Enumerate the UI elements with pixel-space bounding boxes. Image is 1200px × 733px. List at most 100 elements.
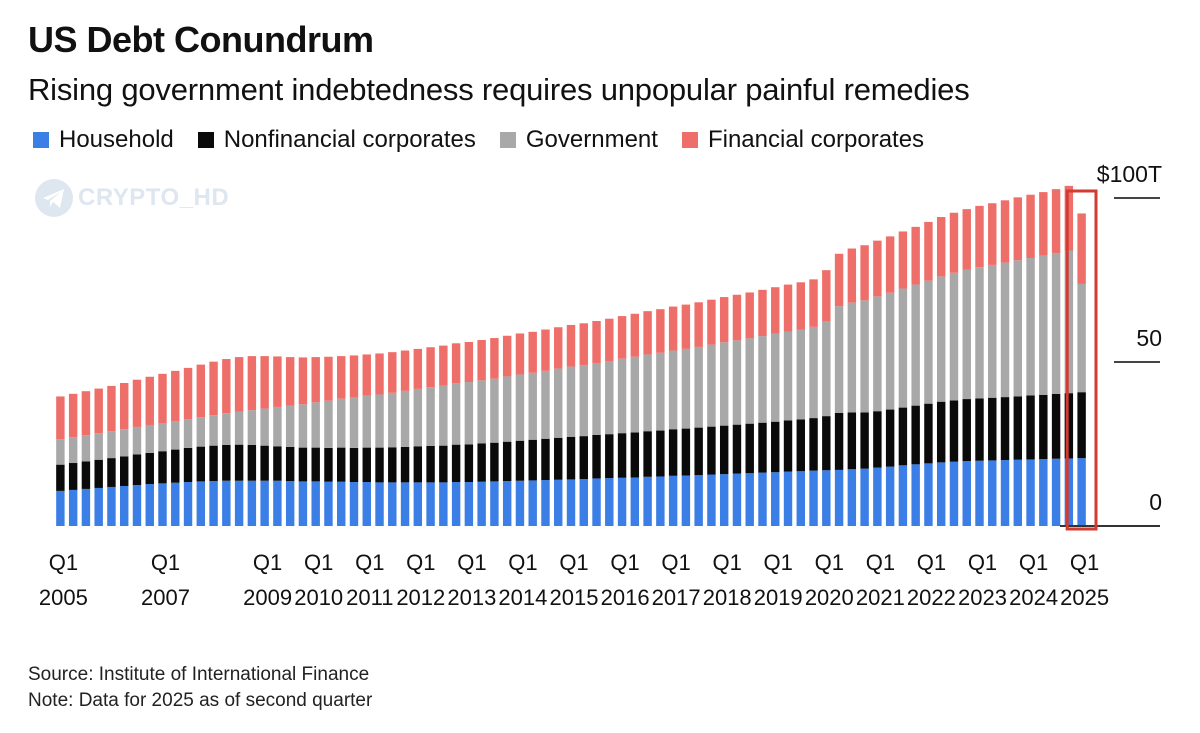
bar-government (94, 433, 103, 460)
y-tick-label: 50 (1136, 325, 1162, 351)
bar-household (464, 482, 474, 526)
x-tick-year-label: 2009 (243, 585, 292, 610)
bar-government (554, 368, 563, 438)
bar-financial (822, 270, 831, 321)
bar-government (949, 272, 959, 401)
bar-nonfinancial (196, 446, 206, 482)
bar-nonfinancial (56, 464, 65, 491)
x-tick-year-label: 2010 (294, 585, 343, 610)
bar-household (107, 486, 116, 526)
bar-nonfinancial (171, 449, 180, 483)
source-note: Source: Institute of International Finan… (28, 664, 370, 685)
bar-government (566, 366, 576, 437)
bar-financial (426, 347, 435, 388)
bar-government (464, 382, 474, 445)
bar-government (311, 402, 320, 448)
bar-nonfinancial (260, 445, 269, 481)
bar-nonfinancial (924, 403, 933, 464)
bar-household (617, 477, 627, 526)
bar-financial (158, 373, 167, 424)
bar-government (388, 392, 397, 448)
bar-household (94, 487, 103, 526)
bar-nonfinancial (566, 436, 576, 480)
data-note: Note: Data for 2025 as of second quarter (28, 690, 373, 711)
chart-title: US Debt Conundrum (28, 19, 374, 60)
bar-financial (273, 356, 282, 407)
telegram-icon (35, 179, 73, 217)
bar-household (337, 481, 346, 526)
bar-financial (439, 345, 448, 386)
bar-government (898, 288, 908, 408)
bar-household (719, 474, 729, 526)
bar-government (1000, 262, 1010, 398)
bar-nonfinancial (592, 434, 601, 479)
bar-financial (605, 318, 614, 362)
bar-nonfinancial (834, 412, 844, 470)
x-axis: Q1 2005 Q1 2007 Q1 2009 Q1 2010 Q1 2011 Q1 2012 Q1 20… (39, 550, 1109, 610)
bar-nonfinancial (1077, 392, 1086, 459)
bar-household (605, 478, 614, 526)
bar-household (362, 482, 371, 526)
x-tick-quarter-label: Q1 (713, 550, 742, 575)
bar-nonfinancial (515, 440, 525, 481)
bar-financial (1013, 197, 1023, 261)
bar-household (234, 480, 244, 526)
bar-household (643, 476, 652, 526)
bar-financial (860, 245, 869, 301)
legend-swatch-nonfinancial (197, 131, 214, 148)
bar-nonfinancial (885, 409, 895, 467)
bar-government (643, 354, 652, 432)
bar-household (490, 481, 499, 526)
bar-financial (694, 302, 703, 347)
bar-government (1026, 258, 1035, 396)
bar-nonfinancial (860, 412, 869, 469)
bar-household (822, 470, 831, 526)
bar-financial (81, 391, 91, 436)
x-tick-year-label: 2025 (1060, 585, 1109, 610)
bar-financial (898, 231, 908, 289)
bar-government (694, 346, 703, 428)
x-tick-quarter-label: Q1 (253, 550, 282, 575)
bar-financial (451, 343, 461, 384)
bar-nonfinancial (426, 445, 435, 483)
bar-financial (911, 226, 920, 285)
bar-nonfinancial (439, 445, 448, 483)
x-tick-quarter-label: Q1 (815, 550, 844, 575)
bar-government (707, 344, 716, 427)
bar-financial (234, 357, 244, 412)
x-tick-year-label: 2022 (907, 585, 956, 610)
x-tick-year-label: 2014 (498, 585, 547, 610)
bar-financial (962, 209, 971, 270)
bar-household (81, 488, 91, 526)
bar-financial (1077, 213, 1086, 284)
bar-government (1064, 250, 1074, 394)
x-tick-quarter-label: Q1 (1070, 550, 1099, 575)
bar-government (426, 387, 435, 446)
bar-nonfinancial (349, 447, 359, 483)
bar-household (847, 469, 857, 526)
bar-financial (783, 284, 793, 332)
bar-financial (1051, 189, 1061, 254)
bar-household (668, 475, 678, 526)
bar-government (120, 429, 129, 457)
bar-financial (873, 240, 882, 297)
x-tick-year-label: 2023 (958, 585, 1007, 610)
x-tick-quarter-label: Q1 (764, 550, 793, 575)
x-tick-year-label: 2016 (601, 585, 650, 610)
bar-nonfinancial (732, 424, 742, 474)
bar-financial (566, 324, 576, 367)
bar-financial (413, 348, 423, 389)
bar-household (400, 482, 410, 526)
bar-household (324, 481, 333, 526)
bar-government (745, 338, 754, 424)
bar-nonfinancial (847, 412, 857, 470)
bar-financial (541, 329, 550, 371)
bar-financial (719, 297, 729, 343)
bar-government (924, 280, 933, 404)
bar-nonfinancial (464, 444, 474, 483)
bar-household (1064, 458, 1074, 526)
bar-financial (924, 221, 933, 281)
bar-nonfinancial (707, 426, 716, 475)
bar-government (630, 356, 640, 433)
bar-government (68, 437, 78, 464)
